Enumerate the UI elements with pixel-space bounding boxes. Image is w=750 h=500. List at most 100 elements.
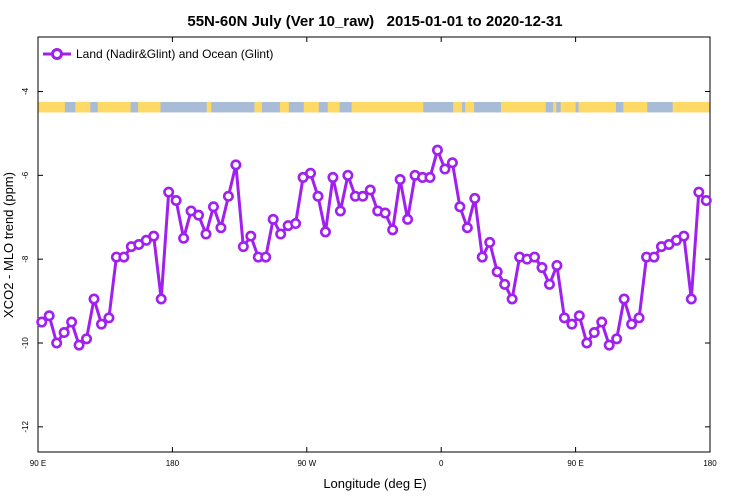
data-point [529,251,541,263]
data-point [334,205,346,217]
y-tick-label: -10 [21,337,30,349]
data-point [36,316,48,328]
x-tick-label: 0 [439,459,444,468]
data-point [700,194,712,206]
data-point [431,144,443,156]
x-tick-label: 90 E [567,459,583,468]
y-axis-label: XCO2 - MLO trend (ppm) [1,172,16,318]
data-point [461,222,473,234]
land-segment [351,101,424,113]
data-point [155,293,167,305]
legend-marker-sample [51,48,63,60]
land-ocean-strip [38,101,710,113]
data-point [379,207,391,219]
x-tick-label: 180 [703,459,717,468]
data-point [58,327,70,339]
data-point [178,232,190,244]
data-point [499,278,511,290]
data-point [506,293,518,305]
data-point [566,318,578,330]
data-point [95,318,107,330]
data-point [103,312,115,324]
data-point [536,262,548,274]
data-point [200,228,212,240]
axis-ticks: 90 E 180 90 W 0 90 E 180 -4 -6 -8 -10 -12 [21,37,717,468]
land-segment [453,101,463,113]
land-segment [254,101,262,113]
land-segment [279,101,289,113]
data-point [43,310,55,322]
data-point [357,190,369,202]
data-point [424,171,436,183]
x-tick-label: 90 E [30,459,46,468]
data-point [678,230,690,242]
data-point [290,218,302,230]
data-point [193,209,205,221]
land-segment [75,101,91,113]
data-point [648,251,660,263]
data-point [267,213,279,225]
land-segment [138,101,161,113]
x-tick-label: 90 W [297,459,316,468]
data-point [51,337,63,349]
data-point [88,293,100,305]
land-segment [553,101,557,113]
data-point [222,190,234,202]
data-point [394,174,406,186]
plot-frame [37,36,711,453]
data-point [685,293,697,305]
land-segment [303,101,319,113]
data-point [245,230,257,242]
data-point [476,251,488,263]
data-point [327,171,339,183]
land-segment [38,101,65,113]
legend: Land (Nadir&Glint) and Ocean (Glint) [43,47,273,61]
data-point [454,201,466,213]
y-tick-label: -8 [21,255,30,263]
data-point [319,226,331,238]
y-tick-label: -4 [21,87,30,95]
data-point [237,241,249,253]
land-segment [578,101,616,113]
land-segment [500,101,546,113]
series-layer [36,144,712,351]
data-point [148,230,160,242]
data-point [484,236,496,248]
data-point [543,278,555,290]
land-segment [672,101,710,113]
data-point [626,318,638,330]
data-point [469,192,481,204]
land-segment [206,101,212,113]
data-point [596,316,608,328]
x-tick-label: 180 [166,459,180,468]
data-point [170,194,182,206]
x-axis-label: Longitude (deg E) [323,476,426,491]
data-point [446,157,458,169]
data-point [364,184,376,196]
data-point [558,312,570,324]
data-point [573,310,585,322]
data-point [342,169,354,181]
data-point [693,186,705,198]
data-point [551,259,563,271]
data-point [81,333,93,345]
data-point [275,228,287,240]
y-tick-label: -12 [21,421,30,433]
data-point [260,251,272,263]
data-point [402,213,414,225]
data-point [207,201,219,213]
land-segment [327,101,340,113]
data-point [66,316,78,328]
data-point [618,293,630,305]
data-point [439,163,451,175]
data-point [581,337,593,349]
land-segment [465,101,475,113]
data-point [312,190,324,202]
data-point [603,339,615,351]
data-point [611,333,623,345]
data-point [305,167,317,179]
chart-title: 55N-60N July (Ver 10_raw) 2015-01-01 to … [187,13,562,30]
data-point [215,222,227,234]
land-segment [560,101,576,113]
